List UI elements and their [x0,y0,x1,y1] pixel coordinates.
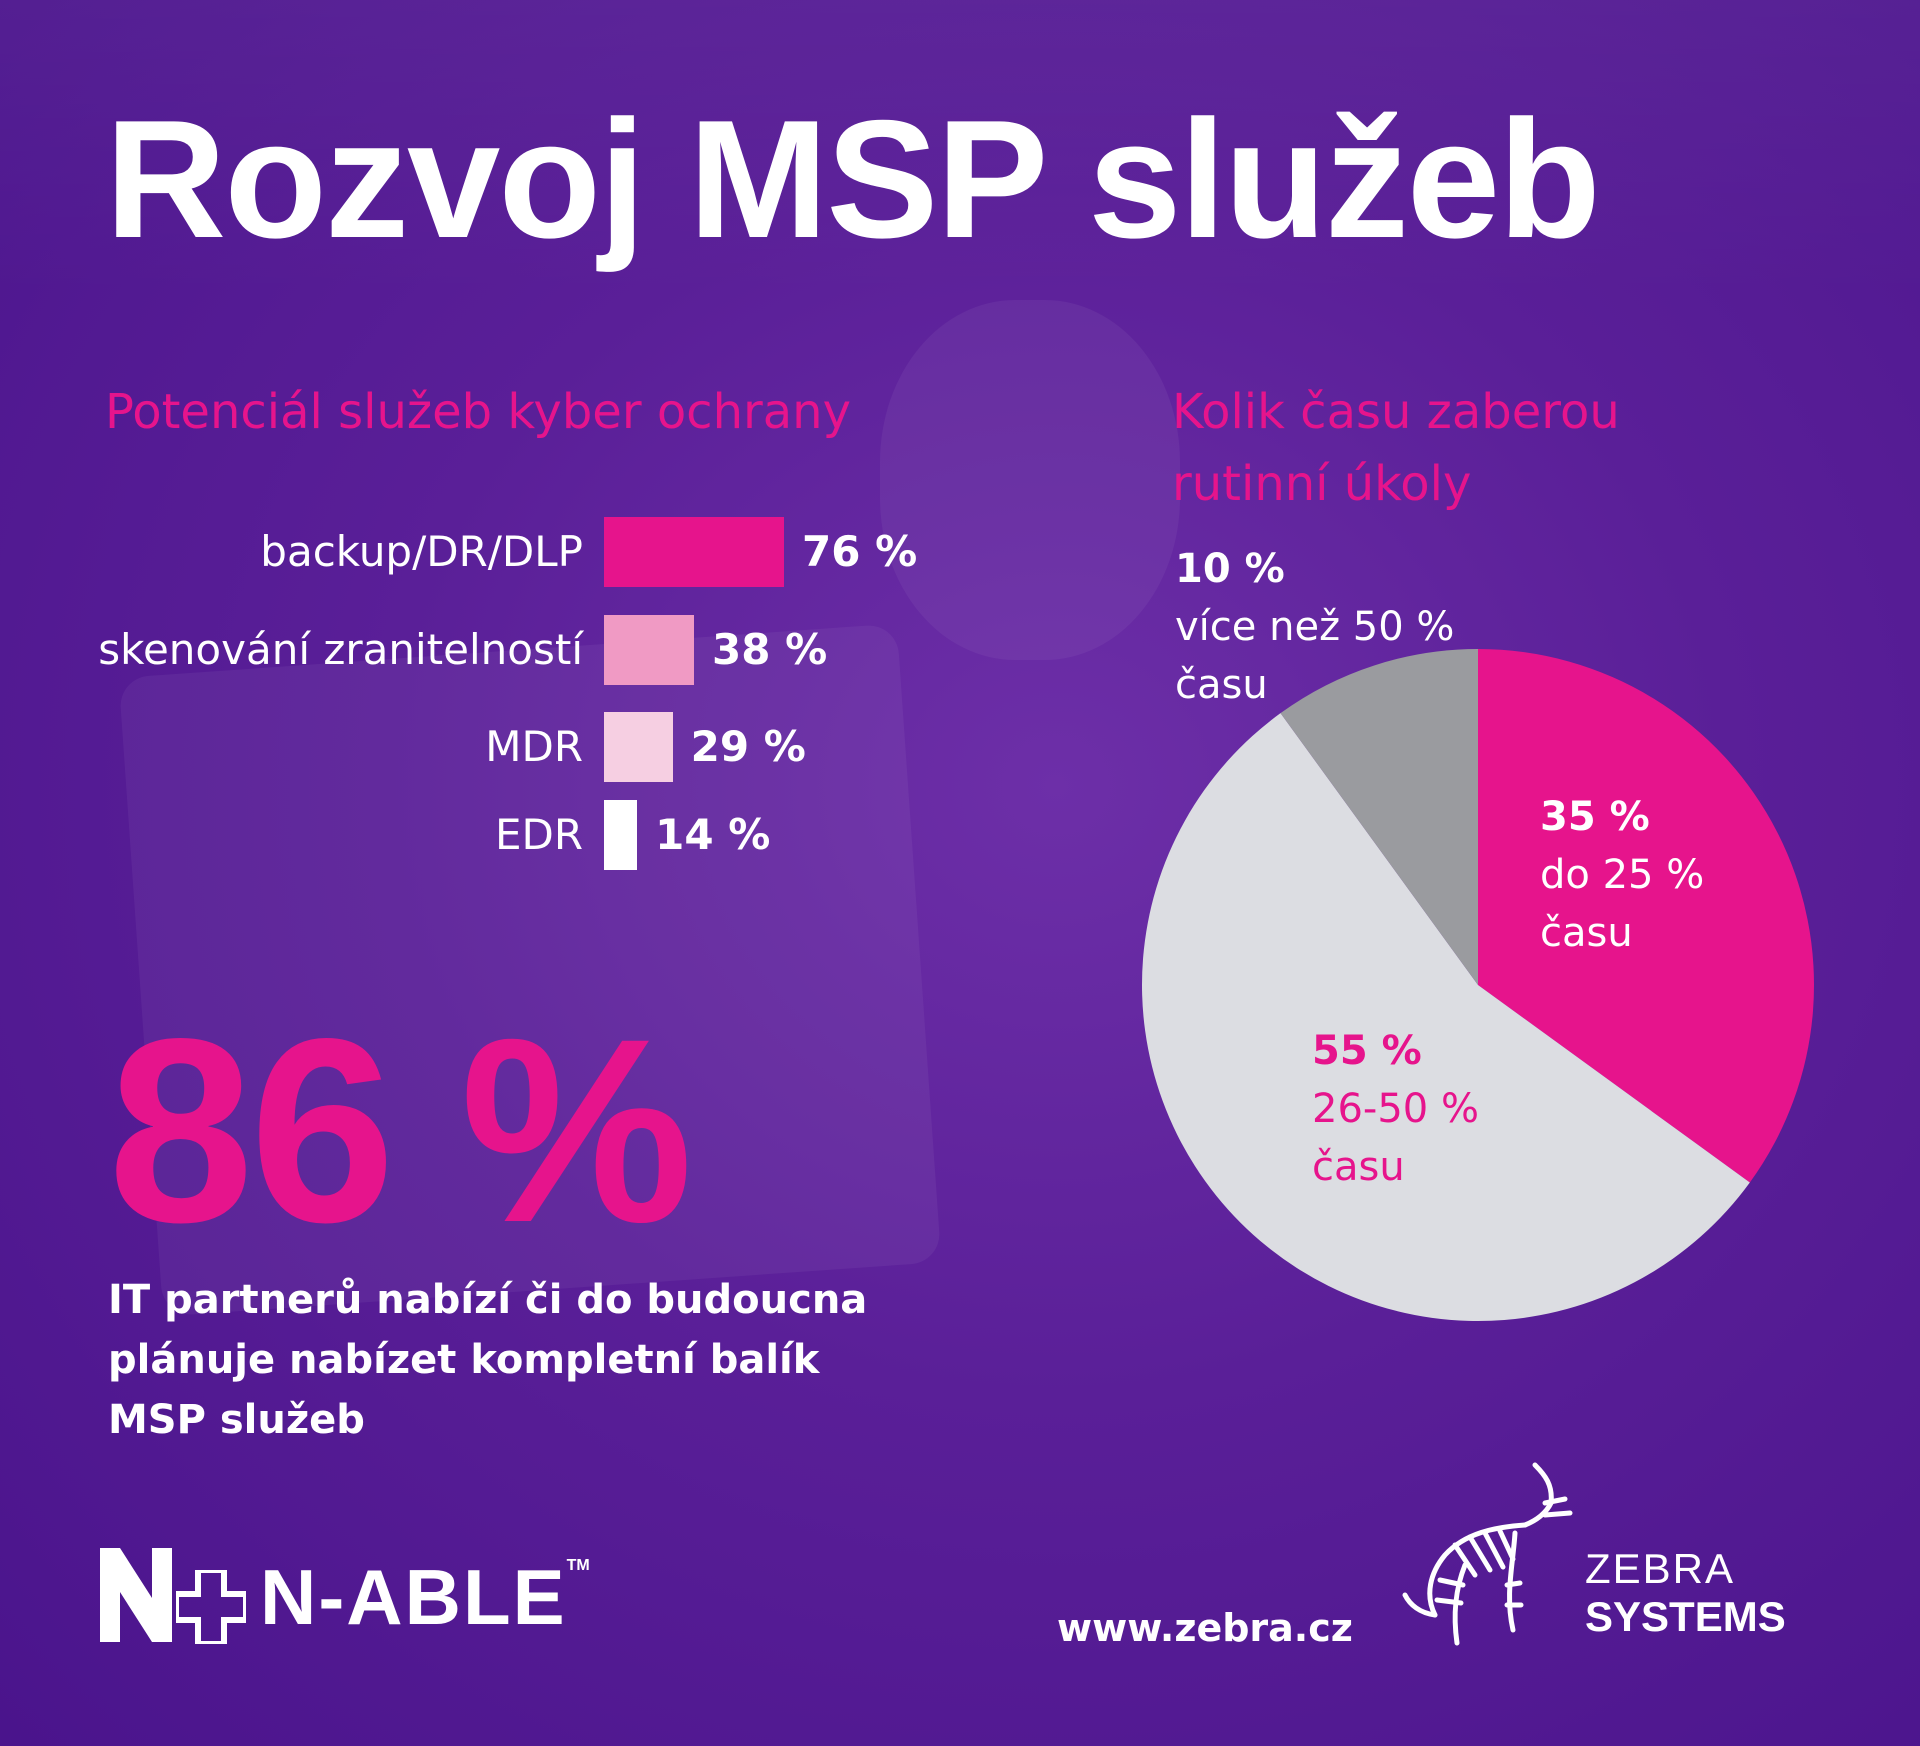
n-able-name: N-ABLE [260,1553,567,1641]
pie-label-slice-1-desc2: času [1540,910,1633,956]
page-title: Rozvoj MSP služeb [105,85,1601,273]
zebra-logo-text: ZEBRA SYSTEMS [1585,1548,1786,1638]
pie-label-slice-2: 55 % 26-50 % času [1312,1022,1479,1196]
pie-label-slice-2-pct: 55 % [1312,1028,1422,1074]
highlight-text-line2: plánuje nabízet kompletní balík [108,1337,820,1383]
highlight-value: 86 % [108,984,693,1277]
n-able-logo-icon [100,1548,172,1642]
n-able-cross-icon [176,1570,246,1644]
pie-label-slice-3-desc2: času [1175,662,1268,708]
footer-url[interactable]: www.zebra.cz [1057,1606,1353,1650]
pie-label-slice-3: 10 % více než 50 % času [1175,540,1454,714]
pie-chart-title-line2: rutinní úkoly [1172,456,1472,512]
pie-label-slice-1: 35 % do 25 % času [1540,788,1704,962]
zebra-logo-line2: SYSTEMS [1585,1593,1786,1640]
pie-slice-3 [1280,649,1478,985]
pie-label-slice-3-desc1: více než 50 % [1175,604,1455,650]
pie-label-slice-2-desc2: času [1312,1144,1405,1190]
bar-chart-title: Potenciál služeb kyber ochrany [105,384,851,440]
highlight-text-line3: MSP služeb [108,1397,365,1443]
pie-label-slice-3-pct: 10 % [1175,546,1285,592]
pie-label-slice-1-pct: 35 % [1540,794,1650,840]
zebra-logo-line1: ZEBRA [1585,1545,1736,1592]
pie-slice-1 [1478,649,1814,1183]
pie-chart-title: Kolik času zaberou rutinní úkoly [1172,376,1792,520]
n-able-trademark: TM [566,1557,590,1574]
pie-chart-title-line1: Kolik času zaberou [1172,384,1620,440]
highlight-text: IT partnerů nabízí či do budoucna plánuj… [108,1270,888,1450]
pie-slice-2 [1141,713,1750,1321]
highlight-text-line1: IT partnerů nabízí či do budoucna [108,1277,868,1323]
pie-label-slice-2-desc1: 26-50 % [1312,1086,1479,1132]
zebra-logo-icon [1402,1462,1573,1646]
n-able-logo-text: N-ABLETM [260,1557,590,1637]
pie-label-slice-1-desc1: do 25 % [1540,852,1705,898]
